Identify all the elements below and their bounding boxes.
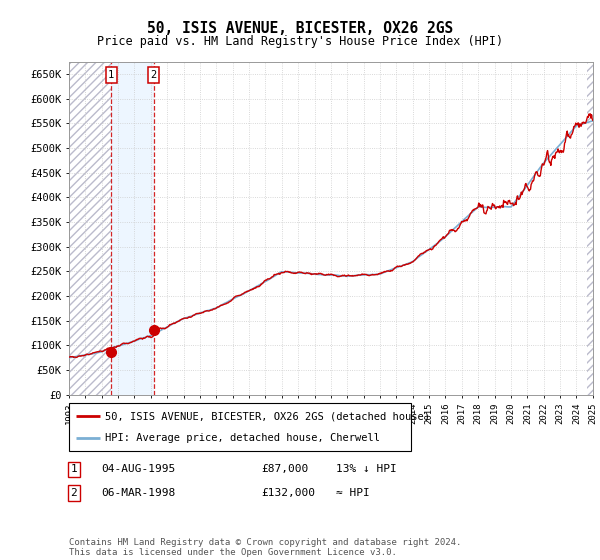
Text: 1: 1	[108, 70, 115, 80]
Bar	[69, 62, 111, 395]
Text: 2: 2	[151, 70, 157, 80]
Text: 2: 2	[70, 488, 77, 498]
Text: HPI: Average price, detached house, Cherwell: HPI: Average price, detached house, Cher…	[105, 433, 380, 443]
FancyBboxPatch shape	[69, 403, 411, 451]
Text: ≈ HPI: ≈ HPI	[336, 488, 370, 498]
Bar	[587, 62, 593, 395]
Text: £87,000: £87,000	[261, 464, 308, 474]
Text: £132,000: £132,000	[261, 488, 315, 498]
Text: Contains HM Land Registry data © Crown copyright and database right 2024.
This d: Contains HM Land Registry data © Crown c…	[69, 538, 461, 557]
Text: 50, ISIS AVENUE, BICESTER, OX26 2GS: 50, ISIS AVENUE, BICESTER, OX26 2GS	[147, 21, 453, 36]
Text: Price paid vs. HM Land Registry's House Price Index (HPI): Price paid vs. HM Land Registry's House …	[97, 35, 503, 48]
Text: 13% ↓ HPI: 13% ↓ HPI	[336, 464, 397, 474]
Text: 04-AUG-1995: 04-AUG-1995	[101, 464, 175, 474]
Bar	[111, 62, 154, 395]
Text: 50, ISIS AVENUE, BICESTER, OX26 2GS (detached house): 50, ISIS AVENUE, BICESTER, OX26 2GS (det…	[105, 411, 430, 421]
Text: 1: 1	[70, 464, 77, 474]
Text: 06-MAR-1998: 06-MAR-1998	[101, 488, 175, 498]
